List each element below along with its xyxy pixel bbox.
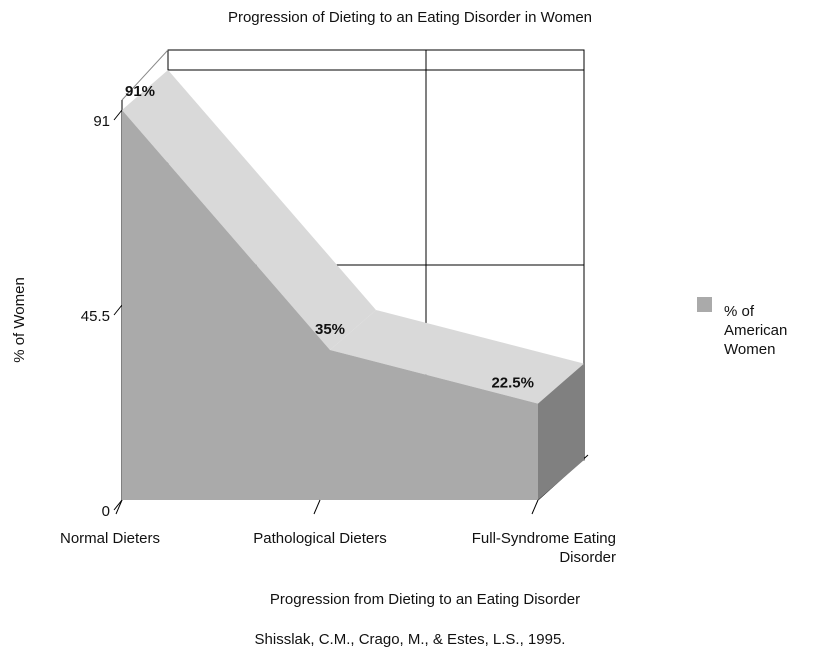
x-tick-label: Normal Dieters: [59, 530, 161, 547]
source: Shisslak, C.M., Crago, M., & Estes, L.S.…: [255, 631, 566, 648]
area-end-face: [538, 363, 584, 500]
x-tick-label: Pathological Dieters: [253, 530, 387, 547]
area-top-face: [330, 310, 584, 404]
y-axis-label: % of Women: [11, 277, 28, 363]
data-label: 35%: [315, 321, 345, 338]
area-front: [122, 110, 538, 500]
y-tick: [113, 109, 123, 121]
chart-title: Progression of Dieting to an Eating Diso…: [228, 9, 592, 26]
y-tick-label: 45.5: [81, 308, 110, 325]
y-tick: [113, 304, 123, 316]
legend-swatch: [697, 297, 712, 312]
x-tick: [313, 499, 321, 515]
left-wall-top: [121, 49, 169, 101]
x-tick: [115, 499, 123, 515]
y-tick-label: 91: [93, 113, 110, 130]
x-tick-label: Full-Syndrome Eating Disorder: [471, 530, 616, 566]
area-top-face: [122, 70, 376, 350]
x-axis-label: Progression from Dieting to an Eating Di…: [270, 591, 580, 608]
y-tick-label: 0: [102, 503, 110, 520]
x-tick: [531, 499, 539, 515]
legend-label: % of American Women: [724, 303, 788, 358]
data-label: 91%: [125, 83, 155, 100]
y-tick: [113, 499, 123, 511]
data-label: 22.5%: [491, 375, 534, 392]
